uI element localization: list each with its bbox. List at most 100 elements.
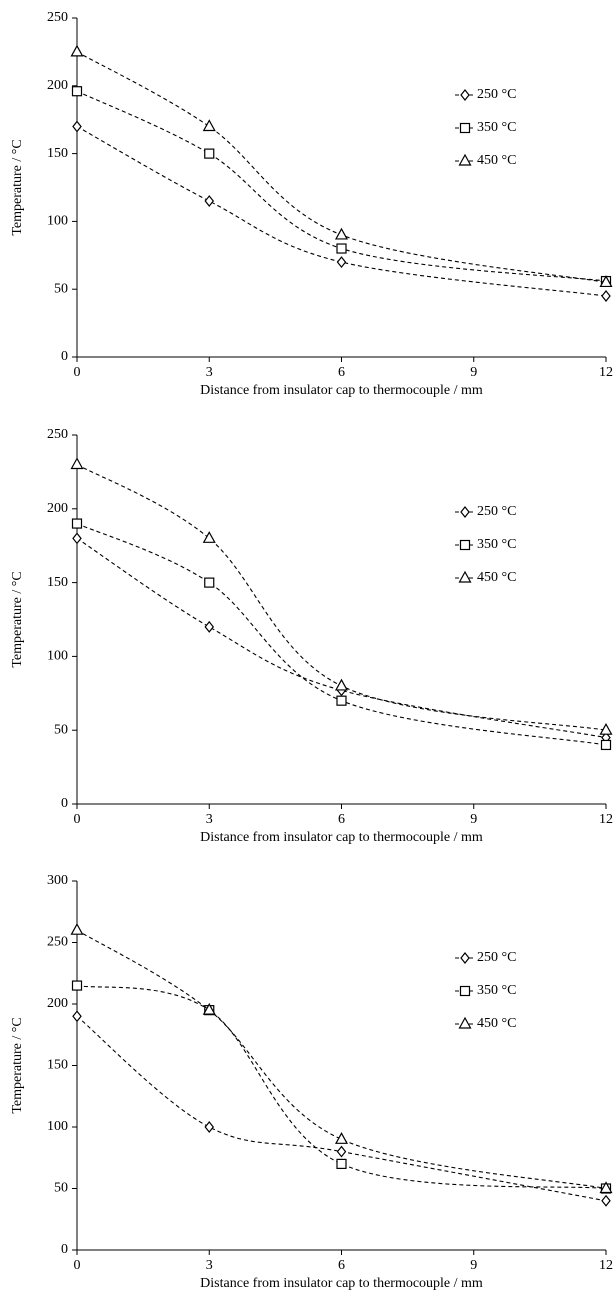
y-axis-label: Temperature / °C [10,1017,25,1113]
marker-square [336,243,347,254]
marker-square [459,985,471,997]
marker-triangle [458,570,472,583]
marker-diamond [460,89,470,101]
legend-label: 350 °C [477,120,516,135]
y-tick-label: 150 [47,146,68,161]
y-tick-label: 0 [61,796,68,811]
marker-triangle [202,119,216,132]
y-axis-label: Temperature / °C [10,571,25,667]
y-tick-label: 250 [47,10,68,25]
marker-triangle [334,227,349,240]
series-line [76,929,607,1190]
marker-diamond [460,506,470,518]
marker-square [459,122,471,134]
marker-triangle [599,1181,613,1194]
marker-square [459,539,471,551]
legend-label: 250 °C [477,87,516,102]
chart: 0 50 100 150 200 250 0 3 6 9 12 Distance from insul… [10,10,613,398]
x-tick-label: 3 [206,812,213,827]
marker-diamond [204,195,215,208]
marker-triangle [334,678,349,691]
marker-triangle [202,531,216,543]
y-tick-label: 100 [47,214,68,229]
marker-square [204,577,215,588]
marker-triangle [458,153,472,166]
marker-diamond [336,1145,347,1158]
x-axis-label: Distance from insulator cap to thermocou… [200,383,483,398]
marker-triangle [202,1002,216,1015]
x-tick-label: 0 [74,365,81,380]
marker-diamond [204,1121,215,1133]
series-line [76,126,607,297]
marker-triangle [599,275,613,288]
y-tick-label: 0 [61,1242,68,1257]
series-line [76,537,607,739]
marker-diamond [204,620,215,633]
x-tick-label: 9 [470,365,477,380]
marker-triangle [70,922,84,935]
marker-square [336,1158,347,1170]
x-tick-label: 9 [470,812,477,827]
marker-diamond [336,256,347,269]
legend-label: 350 °C [477,537,516,552]
chart: 0 50 100 150 200 250 300 0 3 6 9 12 Distance from in… [10,873,613,1291]
x-tick-label: 6 [338,1258,345,1273]
marker-triangle [334,1132,349,1144]
x-tick-label: 6 [338,365,345,380]
y-tick-label: 250 [47,935,68,950]
series-line [76,1015,607,1202]
series-line [76,523,607,746]
legend-label: 250 °C [477,950,516,965]
marker-triangle [70,44,84,57]
marker-diamond [460,952,470,964]
x-tick-label: 3 [206,1258,213,1273]
y-tick-label: 100 [47,1119,68,1134]
marker-square [336,695,347,706]
x-tick-label: 12 [599,1258,613,1273]
marker-square [71,980,83,991]
x-tick-label: 12 [599,365,613,380]
legend-label: 250 °C [477,504,516,519]
y-tick-label: 50 [54,722,68,737]
legend-label: 450 °C [477,153,516,168]
y-tick-label: 200 [47,501,68,516]
x-axis-label: Distance from insulator cap to thermocou… [200,1276,483,1291]
marker-square [600,739,612,751]
y-tick-label: 150 [47,575,68,590]
marker-square [71,86,83,97]
marker-square [71,518,83,529]
marker-triangle [70,457,84,470]
x-tick-label: 3 [206,365,213,380]
series-line [76,985,607,1190]
y-tick-label: 50 [54,1181,68,1196]
marker-triangle [458,1016,472,1029]
legend-label: 350 °C [477,983,516,998]
legend-label: 450 °C [477,570,516,585]
series-line [76,90,607,282]
legend-label: 450 °C [477,1016,516,1031]
y-tick-label: 300 [47,873,68,888]
marker-triangle [599,722,613,735]
y-tick-label: 200 [47,996,68,1011]
x-tick-label: 6 [338,812,345,827]
x-axis-label: Distance from insulator cap to thermocou… [200,830,483,845]
x-tick-label: 0 [74,812,81,827]
y-axis-label: Temperature / °C [10,139,25,235]
marker-diamond [72,1010,82,1023]
series-line [76,464,607,731]
y-tick-label: 50 [54,281,68,296]
y-tick-label: 200 [47,78,68,93]
x-tick-label: 12 [599,812,613,827]
y-tick-label: 0 [61,349,68,364]
marker-diamond [72,532,82,545]
marker-diamond [601,290,611,302]
marker-square [204,148,215,159]
marker-diamond [601,1194,611,1207]
x-tick-label: 9 [470,1258,477,1273]
chart: 0 50 100 150 200 250 0 3 6 9 12 Distance from insul… [10,427,613,845]
y-tick-label: 150 [47,1058,68,1073]
marker-diamond [72,120,82,133]
y-tick-label: 250 [47,427,68,442]
y-tick-label: 100 [47,649,68,664]
